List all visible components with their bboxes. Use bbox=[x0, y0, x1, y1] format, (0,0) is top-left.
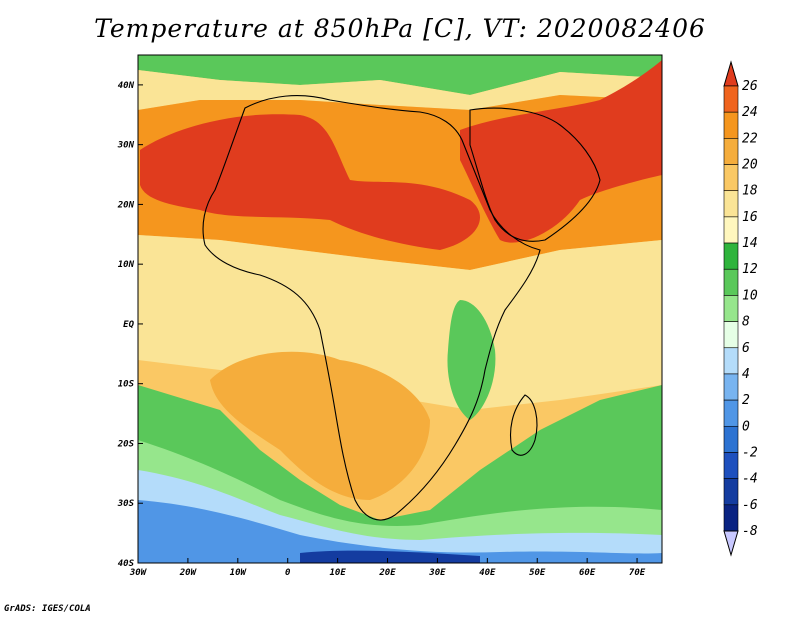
colorbar-label: 26 bbox=[742, 79, 758, 94]
colorbar-block bbox=[723, 164, 739, 192]
colorbar-block bbox=[723, 373, 739, 401]
field-eastafrica-green bbox=[447, 300, 496, 420]
lat-tick-label: EQ bbox=[123, 320, 134, 330]
credit-text: GrADS: IGES/COLA bbox=[4, 604, 91, 614]
lon-tick-label: 40E bbox=[479, 568, 496, 578]
lon-tick-label: 10E bbox=[329, 568, 346, 578]
colorbar-label: 14 bbox=[742, 236, 758, 251]
colorbar-label: 10 bbox=[742, 288, 758, 303]
coastlines bbox=[202, 95, 601, 521]
field-south-blue bbox=[138, 500, 662, 563]
lat-tick-label: 30N bbox=[117, 141, 135, 151]
colorbar-block bbox=[723, 347, 739, 375]
colorbar-block bbox=[723, 321, 739, 349]
lat-tick-label: 20N bbox=[117, 200, 135, 210]
lat-tick-label: 30S bbox=[117, 499, 135, 509]
colorbar-block bbox=[723, 399, 739, 427]
colorbar-bottom-triangle bbox=[723, 530, 739, 557]
field-southern-orange bbox=[210, 351, 430, 500]
lat-tick-label: 10N bbox=[118, 260, 135, 270]
field-north-green bbox=[138, 55, 662, 95]
colorbar-label: 18 bbox=[742, 184, 758, 199]
africa-coastline bbox=[202, 95, 541, 521]
field-sahara-hot bbox=[140, 114, 480, 250]
colorbar-label: -6 bbox=[742, 498, 758, 513]
colorbar-label: 0 bbox=[742, 419, 750, 434]
colorbar-label: 22 bbox=[742, 131, 758, 146]
lat-tick-label: 10S bbox=[118, 380, 135, 390]
lon-tick-label: 20W bbox=[179, 568, 198, 578]
colorbar-label: 24 bbox=[742, 105, 758, 120]
lon-tick-label: 60E bbox=[579, 568, 596, 578]
field-arabia-hot bbox=[460, 60, 662, 243]
lon-tick-label: 50E bbox=[529, 568, 546, 578]
lat-tick-label: 20S bbox=[117, 439, 135, 449]
colorbar-label: -8 bbox=[742, 524, 758, 539]
colorbar-label: 20 bbox=[742, 158, 758, 173]
colorbar-block bbox=[723, 268, 739, 296]
colorbar-block bbox=[723, 216, 739, 244]
lon-tick-label: 30W bbox=[129, 568, 148, 578]
colorbar-label: 16 bbox=[742, 210, 758, 225]
colorbar-block bbox=[723, 242, 739, 270]
temperature-field bbox=[138, 55, 662, 563]
latitude-axis: 40N 30N 20N 10N EQ 10S 20S 30S 40S bbox=[117, 81, 143, 569]
lon-tick-label: 20E bbox=[378, 568, 396, 578]
colorbar-label: 12 bbox=[742, 262, 758, 277]
colorbar-block bbox=[723, 425, 739, 453]
lon-tick-label: 70E bbox=[629, 568, 646, 578]
longitude-axis: 30W 20W 10W 0 10E 20E 30E 40E 50E 60E 70E bbox=[129, 558, 646, 578]
colorbar-block bbox=[723, 85, 739, 113]
colorbar-label: 6 bbox=[742, 341, 750, 356]
colorbar-block bbox=[723, 295, 739, 322]
colorbar-label: -2 bbox=[742, 445, 758, 460]
colorbar-block bbox=[723, 190, 739, 218]
lon-tick-label: 10W bbox=[230, 568, 248, 578]
colorbar-label: 8 bbox=[742, 315, 750, 330]
lon-tick-label: 30E bbox=[428, 568, 446, 578]
madagascar-coastline bbox=[509, 394, 538, 456]
colorbar-block bbox=[723, 111, 739, 139]
colorbar-block bbox=[723, 138, 739, 165]
colorbar-top-triangle bbox=[723, 60, 739, 87]
map-title: Temperature at 850hPa [C], VT: 202008240… bbox=[94, 14, 706, 43]
lat-tick-label: 40S bbox=[118, 559, 135, 569]
colorbar-block bbox=[723, 504, 739, 532]
colorbar-block bbox=[723, 452, 739, 479]
colorbar-label: 2 bbox=[742, 393, 750, 408]
colorbar-label: 4 bbox=[742, 367, 750, 382]
map-frame bbox=[137, 54, 663, 564]
colorbar-label: -4 bbox=[742, 472, 758, 487]
lon-tick-label: 0 bbox=[285, 568, 291, 578]
lat-tick-label: 40N bbox=[118, 81, 135, 91]
colorbar-block bbox=[723, 478, 739, 506]
arabia-coastline bbox=[469, 107, 601, 242]
field-south-darkblue bbox=[300, 550, 480, 563]
